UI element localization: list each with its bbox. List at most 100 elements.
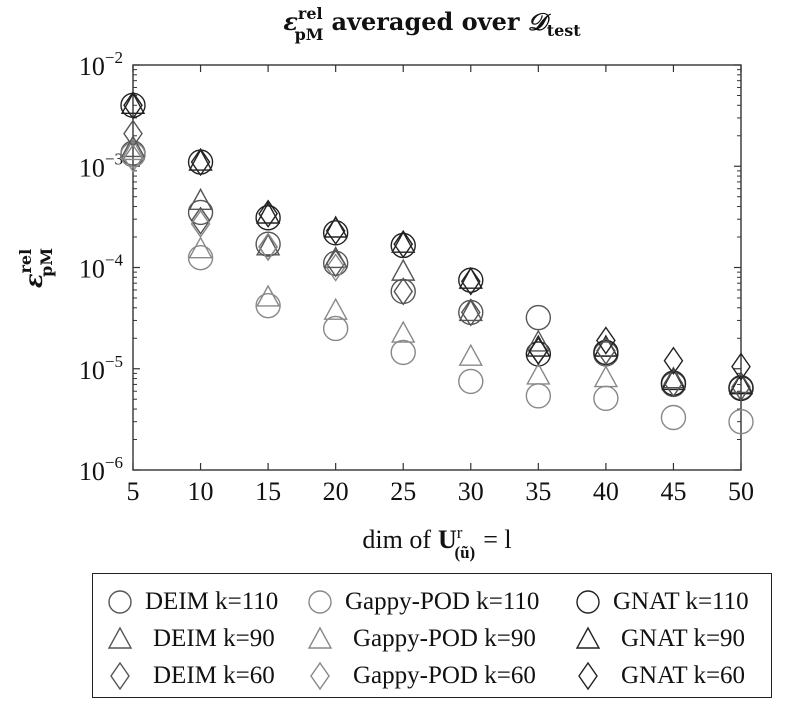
data-point-diamond bbox=[460, 298, 481, 327]
data-point-circle bbox=[187, 199, 214, 226]
x-tick-labels: 5 10 15 20 25 30 35 40 45 50 bbox=[127, 477, 755, 506]
diamond-marker-icon bbox=[578, 661, 598, 691]
data-point-circle bbox=[525, 383, 552, 409]
data-point-triangle bbox=[255, 233, 281, 256]
triangle-marker-icon bbox=[107, 626, 133, 649]
legend-item: Gappy-POD k=110 bbox=[305, 582, 539, 622]
data-point-diamond bbox=[190, 209, 211, 239]
y-tick-label: 10−4 bbox=[79, 251, 124, 284]
x-tick-label: 50 bbox=[728, 477, 754, 506]
data-point-triangle bbox=[323, 297, 348, 320]
data-point-triangle bbox=[458, 298, 483, 322]
y-tick-label: 10−5 bbox=[79, 352, 123, 385]
circle-marker-icon bbox=[576, 590, 600, 614]
triangle-marker-icon bbox=[575, 626, 601, 649]
data-point-triangle bbox=[593, 365, 619, 388]
data-point-triangle bbox=[255, 201, 281, 224]
legend-label: GNAT k=60 bbox=[621, 662, 746, 689]
data-point-triangle bbox=[188, 236, 213, 259]
legend-item: Gappy-POD k=90 bbox=[305, 619, 536, 659]
data-point-circle bbox=[525, 341, 552, 367]
data-point-diamond bbox=[731, 352, 751, 381]
data-point-diamond bbox=[123, 91, 143, 120]
legend-item: Gappy-POD k=60 bbox=[305, 656, 536, 696]
y-tick-label: 10−2 bbox=[79, 48, 123, 81]
y-tick-labels: 10−6 10−5 10−4 10−3 10−2 bbox=[79, 48, 124, 486]
data-point-circle bbox=[255, 205, 281, 231]
data-point-circle bbox=[255, 231, 281, 257]
x-tick-label: 25 bbox=[390, 477, 416, 506]
data-point-diamond bbox=[325, 249, 346, 278]
y-axis-label: εrel pM bbox=[16, 248, 56, 288]
plot-area bbox=[132, 64, 742, 471]
y-tick-label: 10−3 bbox=[79, 149, 123, 182]
data-point-circle bbox=[322, 315, 349, 342]
legend-item: GNAT k=60 bbox=[573, 656, 745, 696]
legend: DEIM k=110 Gappy-POD k=110 GNAT k=110 DE… bbox=[92, 573, 772, 698]
data-point-triangle bbox=[458, 266, 483, 289]
legend-item: DEIM k=110 bbox=[105, 582, 278, 622]
x-tick-label: 30 bbox=[458, 477, 484, 506]
triangle-marker-icon bbox=[307, 626, 333, 649]
data-point-circle bbox=[255, 292, 281, 319]
data-point-circle bbox=[120, 142, 146, 168]
diamond-marker-icon bbox=[110, 661, 130, 691]
legend-label: Gappy-POD k=60 bbox=[353, 662, 536, 689]
data-point-triangle bbox=[391, 230, 416, 253]
legend-item: DEIM k=90 bbox=[105, 619, 275, 659]
data-point-circle bbox=[525, 304, 552, 331]
x-axis-label: dim of Ur (ũ) = l bbox=[362, 523, 511, 562]
data-point-triangle bbox=[188, 187, 213, 211]
data-point-triangle bbox=[526, 362, 551, 385]
legend-label: Gappy-POD k=90 bbox=[353, 625, 536, 652]
data-point-triangle bbox=[120, 134, 146, 158]
data-point-triangle bbox=[458, 343, 483, 366]
circle-marker-icon bbox=[308, 590, 332, 614]
chart-title: εrel pM averaged over 𝒟test bbox=[283, 4, 581, 44]
axis-ticks bbox=[132, 64, 742, 471]
data-point-diamond bbox=[393, 277, 414, 306]
x-tick-label: 5 bbox=[127, 477, 140, 506]
data-point-circle bbox=[728, 408, 754, 435]
data-point-diamond bbox=[528, 336, 549, 366]
legend-label: DEIM k=110 bbox=[145, 588, 279, 615]
x-tick-label: 20 bbox=[323, 477, 349, 506]
data-point-diamond bbox=[663, 346, 684, 375]
data-point-diamond bbox=[460, 267, 481, 296]
legend-item: GNAT k=90 bbox=[573, 619, 745, 659]
data-point-diamond bbox=[325, 216, 346, 246]
legend-item: DEIM k=60 bbox=[105, 656, 275, 696]
data-point-triangle bbox=[391, 320, 416, 343]
circle-marker-icon bbox=[108, 590, 132, 614]
data-point-triangle bbox=[120, 138, 146, 161]
legend-item: GNAT k=110 bbox=[573, 582, 749, 622]
y-tick-label: 10−6 bbox=[79, 453, 123, 486]
data-point-triangle bbox=[526, 329, 551, 352]
data-point-diamond bbox=[123, 144, 143, 173]
data-point-diamond bbox=[393, 229, 414, 259]
data-point-diamond bbox=[663, 368, 684, 398]
data-point-triangle bbox=[728, 372, 754, 395]
data-point-triangle bbox=[323, 215, 348, 238]
data-point-diamond bbox=[731, 372, 751, 402]
data-point-triangle bbox=[661, 367, 686, 391]
data-point-diamond bbox=[190, 206, 211, 235]
x-tick-label: 40 bbox=[593, 477, 619, 506]
data-point-circle bbox=[660, 404, 687, 431]
legend-label: DEIM k=60 bbox=[153, 662, 275, 689]
x-tick-label: 45 bbox=[660, 477, 686, 506]
data-point-diamond bbox=[325, 253, 346, 282]
data-point-triangle bbox=[255, 284, 281, 307]
diamond-marker-icon bbox=[310, 661, 330, 691]
data-markers bbox=[120, 91, 754, 435]
data-point-triangle bbox=[391, 258, 416, 281]
data-point-circle bbox=[593, 385, 619, 412]
data-point-circle bbox=[390, 339, 416, 366]
data-point-diamond bbox=[258, 199, 278, 228]
legend-label: GNAT k=110 bbox=[613, 588, 749, 615]
legend-label: Gappy-POD k=110 bbox=[345, 588, 540, 615]
data-point-triangle bbox=[120, 91, 146, 114]
data-point-diamond bbox=[596, 336, 616, 366]
legend-label: GNAT k=90 bbox=[621, 625, 746, 652]
